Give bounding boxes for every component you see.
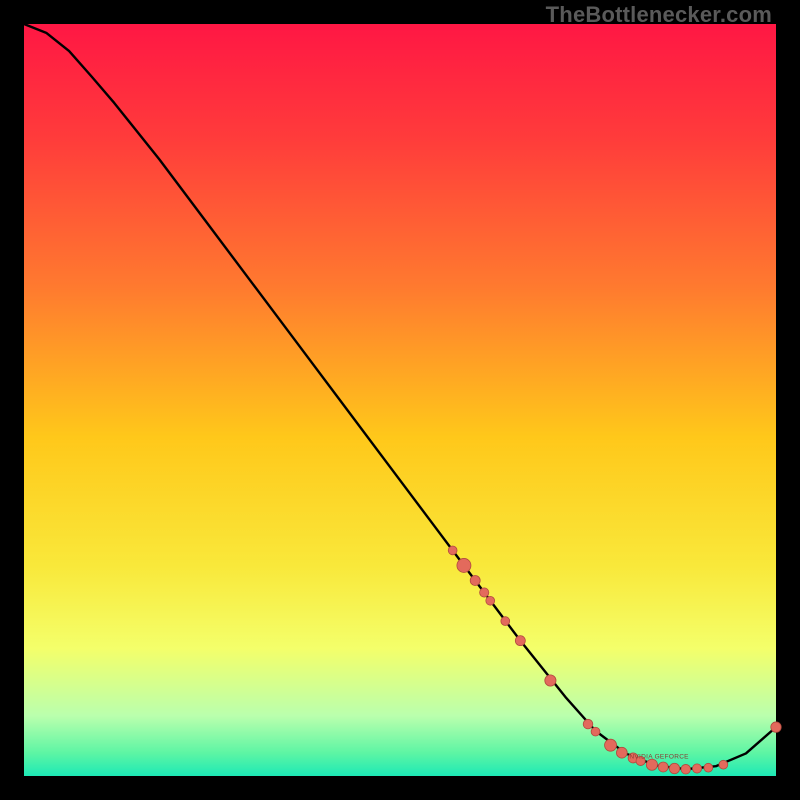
- data-marker: [501, 617, 510, 626]
- data-marker: [692, 764, 701, 773]
- curve-micro-label: NVIDIA GEFORCE: [629, 754, 689, 761]
- data-marker: [771, 722, 781, 732]
- data-marker: [658, 762, 668, 772]
- data-marker: [681, 764, 691, 774]
- data-marker: [646, 759, 657, 770]
- data-marker: [457, 558, 471, 572]
- data-marker: [486, 596, 495, 605]
- chart-overlay-svg: NVIDIA GEFORCE: [24, 24, 776, 776]
- data-marker: [704, 763, 713, 772]
- data-marker: [583, 719, 593, 729]
- data-marker: [605, 739, 617, 751]
- chart-plot-area: NVIDIA GEFORCE: [24, 24, 776, 776]
- data-marker: [591, 727, 600, 736]
- data-marker: [545, 675, 556, 686]
- marker-cluster: [448, 546, 781, 774]
- data-marker: [719, 760, 728, 769]
- data-marker: [616, 747, 627, 758]
- bottleneck-curve: [24, 24, 776, 769]
- data-marker: [480, 588, 489, 597]
- data-marker: [669, 763, 679, 773]
- data-marker: [470, 575, 480, 585]
- data-marker: [448, 546, 457, 555]
- data-marker: [515, 636, 525, 646]
